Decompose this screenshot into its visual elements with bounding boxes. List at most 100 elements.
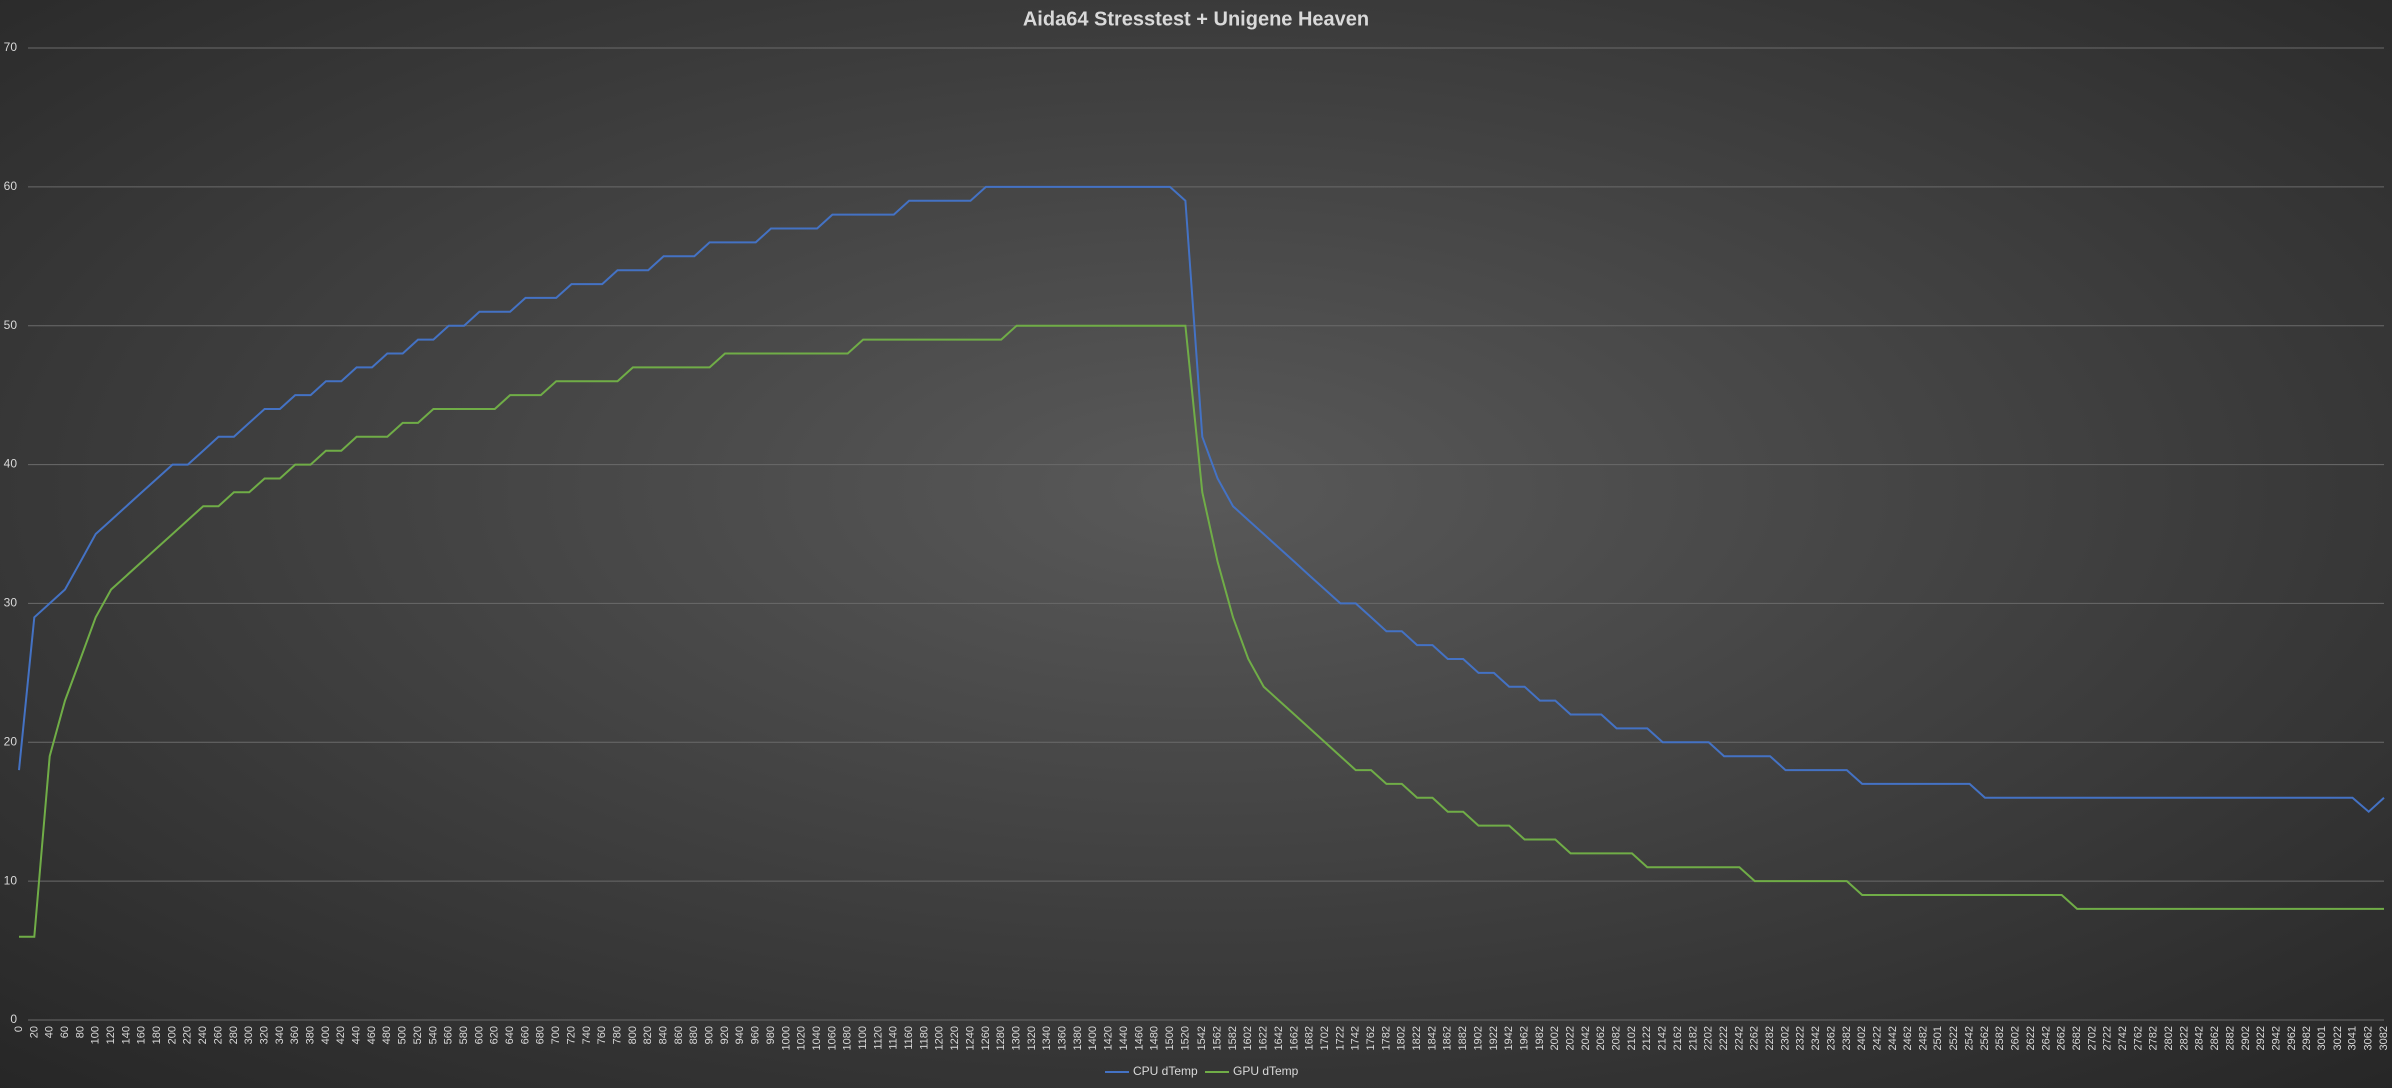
y-tick-label: 70 [4, 40, 18, 54]
x-tick-label: 2562 [1979, 1026, 1991, 1050]
x-tick-label: 540 [427, 1026, 439, 1044]
x-tick-label: 1440 [1118, 1026, 1130, 1050]
x-tick-label: 440 [351, 1026, 363, 1044]
x-tick-label: 1602 [1242, 1026, 1254, 1050]
x-tick-label: 160 [136, 1026, 148, 1044]
x-tick-label: 1962 [1518, 1026, 1530, 1050]
x-tick-label: 1682 [1304, 1026, 1316, 1050]
x-tick-label: 2682 [2071, 1026, 2083, 1050]
x-tick-label: 940 [734, 1026, 746, 1044]
x-tick-label: 1922 [1488, 1026, 1500, 1050]
x-tick-label: 1280 [995, 1026, 1007, 1050]
x-tick-label: 1842 [1426, 1026, 1438, 1050]
x-tick-label: 1120 [872, 1026, 884, 1050]
x-tick-label: 1220 [949, 1026, 961, 1050]
x-tick-label: 620 [489, 1026, 501, 1044]
x-tick-label: 2542 [1964, 1026, 1976, 1050]
x-tick-label: 2282 [1764, 1026, 1776, 1050]
x-tick-label: 1542 [1196, 1026, 1208, 1050]
legend-label: GPU dTemp [1233, 1064, 1299, 1078]
line-series [19, 324, 2384, 938]
x-tick-label: 1360 [1057, 1026, 1069, 1050]
x-tick-label: 360 [289, 1026, 301, 1044]
x-tick-label: 2602 [2010, 1026, 2022, 1050]
x-tick-label: 40 [44, 1026, 56, 1038]
x-tick-label: 2082 [1611, 1026, 1623, 1050]
x-tick-label: 2322 [1795, 1026, 1807, 1050]
x-tick-label: 2822 [2178, 1026, 2190, 1050]
x-tick-label: 2922 [2255, 1026, 2267, 1050]
x-tick-label: 180 [151, 1026, 163, 1044]
x-tick-label: 1782 [1380, 1026, 1392, 1050]
x-tick-label: 120 [105, 1026, 117, 1044]
x-tick-label: 660 [519, 1026, 531, 1044]
x-tick-label: 3082 [2378, 1026, 2390, 1050]
x-tick-label: 600 [473, 1026, 485, 1044]
y-tick-label: 30 [4, 596, 18, 610]
x-tick-label: 560 [443, 1026, 455, 1044]
x-tick-label: 1180 [918, 1026, 930, 1050]
x-tick-label: 2302 [1779, 1026, 1791, 1050]
x-tick-label: 500 [397, 1026, 409, 1044]
x-tick-label: 240 [197, 1026, 209, 1044]
x-tick-label: 2182 [1687, 1026, 1699, 1050]
x-tick-label: 860 [673, 1026, 685, 1044]
x-tick-label: 2702 [2086, 1026, 2098, 1050]
x-tick-label: 1240 [964, 1026, 976, 1050]
x-tick-label: 100 [90, 1026, 102, 1044]
x-tick-label: 2122 [1641, 1026, 1653, 1050]
x-tick-label: 1000 [780, 1026, 792, 1050]
x-tick-label: 2722 [2102, 1026, 2114, 1050]
x-tick-label: 380 [305, 1026, 317, 1044]
x-tick-label: 2962 [2286, 1026, 2298, 1050]
x-tick-label: 1060 [826, 1026, 838, 1050]
x-tick-label: 2402 [1856, 1026, 1868, 1050]
y-tick-label: 40 [4, 457, 18, 471]
x-tick-label: 1902 [1472, 1026, 1484, 1050]
x-tick-label: 1100 [857, 1026, 869, 1050]
x-tick-label: 2902 [2240, 1026, 2252, 1050]
x-tick-label: 1762 [1365, 1026, 1377, 1050]
x-tick-label: 680 [535, 1026, 547, 1044]
x-tick-label: 780 [611, 1026, 623, 1044]
x-tick-label: 2222 [1718, 1026, 1730, 1050]
x-tick-label: 1400 [1087, 1026, 1099, 1050]
x-tick-label: 2042 [1580, 1026, 1592, 1050]
x-tick-label: 260 [212, 1026, 224, 1044]
x-tick-label: 220 [182, 1026, 194, 1044]
x-tick-label: 2062 [1595, 1026, 1607, 1050]
x-tick-label: 1020 [796, 1026, 808, 1050]
x-tick-label: 2742 [2117, 1026, 2129, 1050]
x-tick-label: 3001 [2316, 1026, 2328, 1050]
x-tick-label: 1380 [1072, 1026, 1084, 1050]
x-tick-label: 2342 [1810, 1026, 1822, 1050]
x-tick-label: 1722 [1334, 1026, 1346, 1050]
x-tick-label: 1562 [1212, 1026, 1224, 1050]
x-tick-label: 2142 [1657, 1026, 1669, 1050]
x-tick-label: 2102 [1626, 1026, 1638, 1050]
x-tick-label: 2582 [1994, 1026, 2006, 1050]
x-tick-label: 1420 [1103, 1026, 1115, 1050]
chart-title: Aida64 Stresstest + Unigene Heaven [1023, 8, 1369, 30]
x-tick-label: 60 [59, 1026, 71, 1038]
x-tick-label: 2522 [1948, 1026, 1960, 1050]
x-tick-label: 20 [28, 1026, 40, 1038]
x-tick-label: 980 [765, 1026, 777, 1044]
x-tick-label: 1942 [1503, 1026, 1515, 1050]
x-tick-label: 880 [688, 1026, 700, 1044]
x-tick-label: 920 [719, 1026, 731, 1044]
x-tick-label: 2262 [1749, 1026, 1761, 1050]
x-tick-label: 1480 [1149, 1026, 1161, 1050]
x-tick-label: 340 [274, 1026, 286, 1044]
x-tick-label: 1882 [1457, 1026, 1469, 1050]
x-tick-label: 2642 [2040, 1026, 2052, 1050]
x-tick-label: 2202 [1703, 1026, 1715, 1050]
x-tick-label: 1080 [842, 1026, 854, 1050]
x-tick-label: 1320 [1026, 1026, 1038, 1050]
x-tick-label: 1300 [1010, 1026, 1022, 1050]
x-tick-label: 960 [750, 1026, 762, 1044]
x-tick-label: 1160 [903, 1026, 915, 1050]
x-tick-label: 1500 [1164, 1026, 1176, 1050]
